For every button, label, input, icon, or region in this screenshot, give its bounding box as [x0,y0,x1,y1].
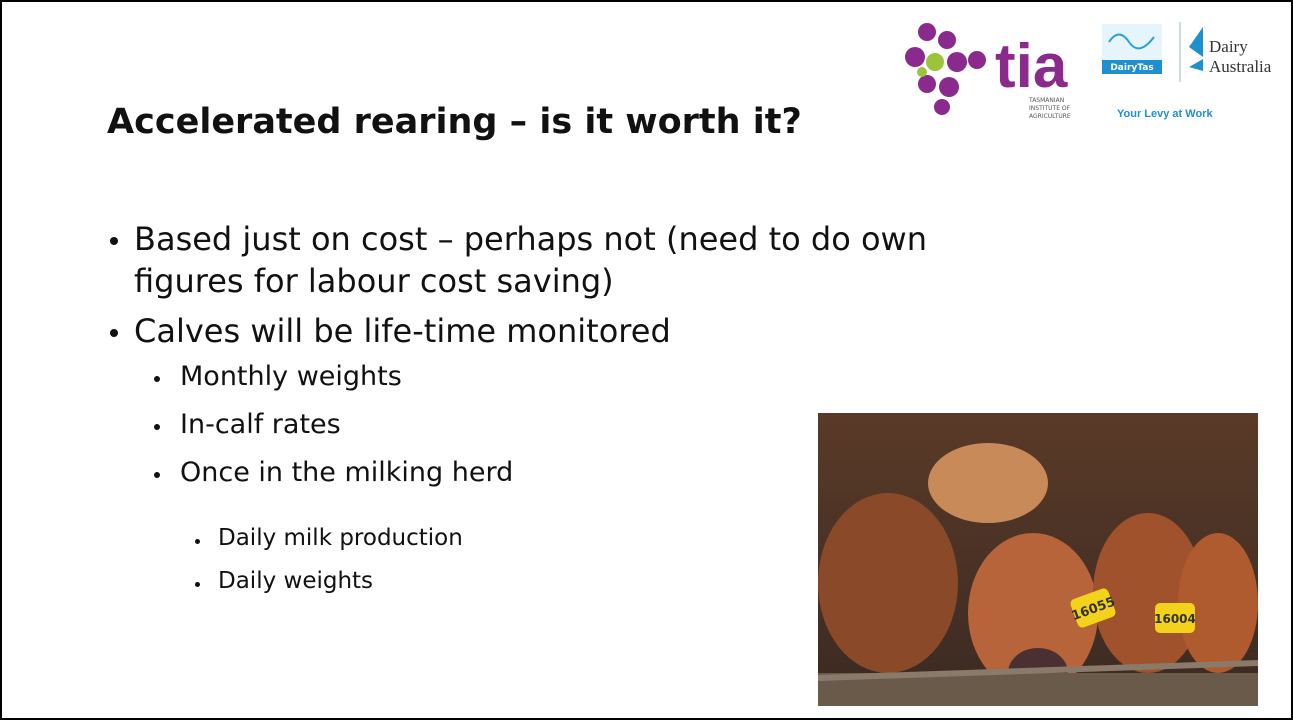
bullet-dot [154,472,160,478]
tia-logo-text: tia [995,32,1068,101]
bullet-dot [154,376,160,382]
bullet-dot [110,329,118,337]
bullet-dot [195,538,200,544]
bullet-text: figures for labour cost saving) [134,262,614,300]
bullet-text: In-calf rates [180,409,341,440]
calves-photo: 16055 16004 [818,413,1258,706]
bullet-dot [195,581,200,587]
bullet-dot [110,237,118,245]
bullet-dot [154,424,160,430]
bullet-text: Daily milk production [218,525,463,551]
bullet-text: Once in the milking herd [180,457,514,488]
tia-subtitle: INSTITUTE OF [1029,105,1071,112]
dairy-australia-text: Australia [1209,57,1272,76]
tia-subtitle: AGRICULTURE [1029,113,1071,120]
ear-tag: 16004 [1154,612,1196,626]
bullet-text: Daily weights [218,568,374,594]
bullet-text: Based just on cost – perhaps not (need t… [134,220,927,258]
logo-strip: tia TASMANIAN INSTITUTE OF AGRICULTURE D… [905,22,1272,120]
tia-subtitle: TASMANIAN [1028,97,1064,104]
slide-title: Accelerated rearing – is it worth it? [107,102,802,142]
bullet-text: Monthly weights [180,361,402,392]
dairy-australia-text: Dairy [1209,37,1248,56]
dairytas-text: DairyTas [1110,63,1153,73]
levy-tagline: Your Levy at Work [1117,108,1213,120]
tia-mark [905,23,986,115]
bullet-text: Calves will be life-time monitored [134,312,671,350]
